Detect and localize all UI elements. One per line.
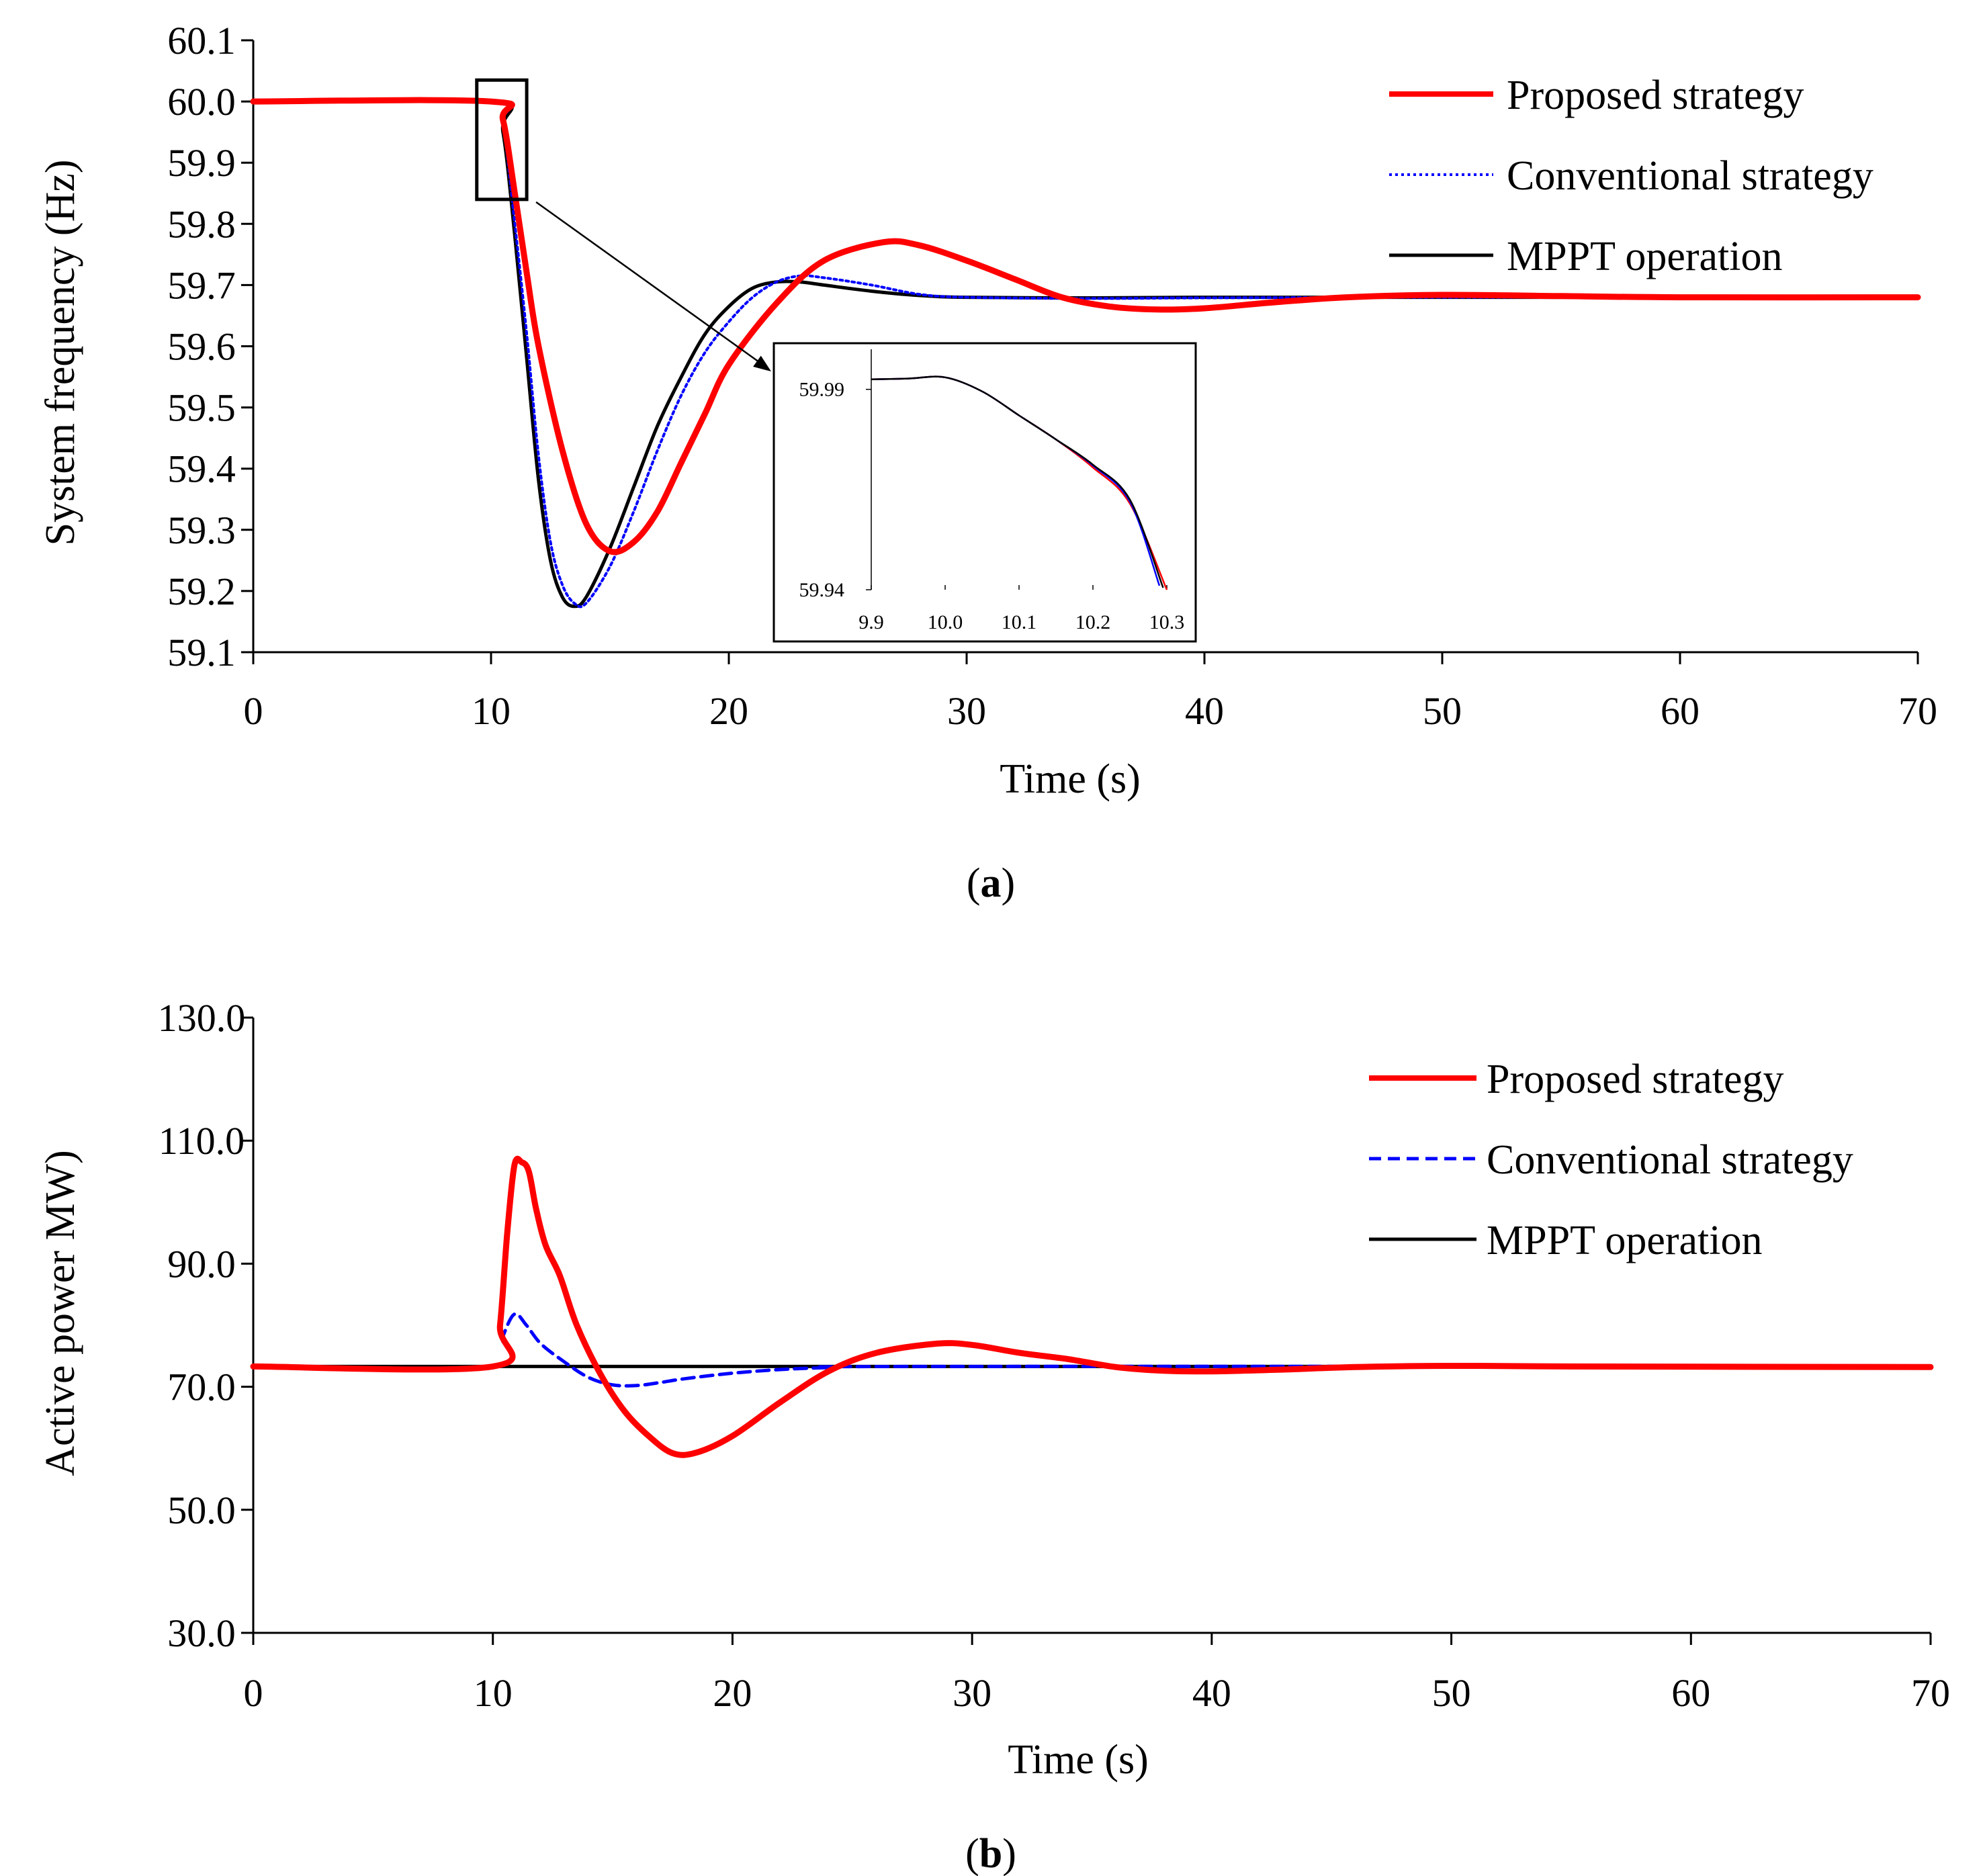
chart-b: 30.0 50.0 70.0 90.0 110.0 130.0 0 10 20 30 40 50 60… bbox=[38, 996, 1950, 1876]
y-tick-label: 59.1 bbox=[167, 631, 236, 674]
chart-a-xlabel: Time (s) bbox=[1000, 756, 1141, 802]
y-tick-label: 59.9 bbox=[167, 141, 236, 185]
chart-a-zoom-connector bbox=[535, 201, 760, 363]
inset-x-tick-label: 10.0 bbox=[928, 611, 963, 633]
x-tick-label: 10 bbox=[474, 1671, 513, 1715]
y-tick-label: 90.0 bbox=[167, 1242, 236, 1286]
y-tick-label: 59.3 bbox=[167, 508, 236, 552]
y-tick-label: 60.1 bbox=[167, 19, 236, 62]
chart-a-ylabel: System frequency (Hz) bbox=[38, 159, 83, 545]
series-line-conventional-strategy bbox=[252, 98, 1919, 609]
chart-a-yticks: 59.1 59.2 59.3 59.4 59.5 59.6 59.7 59.8 59.9 60.0… bbox=[167, 19, 253, 674]
chart-b-legend: Proposed strategy Conventional strategy … bbox=[1369, 1057, 1853, 1263]
x-tick-label: 40 bbox=[1192, 1671, 1231, 1715]
series-line-conventional-strategy bbox=[251, 1312, 1933, 1388]
legend-a-conventional-label: Conventional strategy bbox=[1507, 153, 1873, 199]
inset-x-tick-label: 9.9 bbox=[858, 611, 884, 633]
series-line-proposed-strategy bbox=[250, 97, 1921, 555]
y-tick-label: 59.4 bbox=[167, 447, 236, 491]
chart-b-series bbox=[250, 1155, 1934, 1458]
y-tick-label: 50.0 bbox=[167, 1488, 236, 1532]
chart-a-series bbox=[250, 97, 1921, 609]
y-tick-label: 59.6 bbox=[167, 325, 236, 369]
y-tick-label: 70.0 bbox=[167, 1366, 236, 1409]
x-tick-label: 0 bbox=[244, 689, 263, 733]
y-tick-label: 59.5 bbox=[167, 386, 236, 430]
chart-a-zoom-arrowhead bbox=[753, 355, 771, 371]
x-tick-label: 70 bbox=[1911, 1671, 1950, 1715]
inset-series bbox=[871, 375, 1168, 590]
legend-b-proposed-label: Proposed strategy bbox=[1487, 1057, 1784, 1102]
inset-x-tick-label: 10.1 bbox=[1002, 611, 1037, 633]
inset-x-tick-label: 10.3 bbox=[1149, 611, 1185, 633]
chart-a-legend: Proposed strategy Conventional strategy … bbox=[1389, 73, 1873, 279]
legend-b-mppt-label: MPPT operation bbox=[1487, 1218, 1762, 1263]
x-tick-label: 20 bbox=[709, 689, 748, 733]
inset-series-line-mppt-operation bbox=[871, 375, 1164, 588]
inset-y-tick-label: 59.99 bbox=[799, 379, 845, 401]
chart-b-yticks: 30.0 50.0 70.0 90.0 110.0 130.0 bbox=[158, 996, 253, 1655]
caption-a-label: a bbox=[981, 860, 1002, 906]
y-tick-label: 59.8 bbox=[167, 202, 236, 246]
series-line-proposed-strategy bbox=[250, 1155, 1934, 1458]
inset-xticks: 9.9 10.0 10.1 10.2 10.3 bbox=[858, 585, 1184, 633]
y-tick-label: 59.2 bbox=[167, 570, 236, 613]
caption-b: (b) bbox=[965, 1831, 1016, 1876]
x-tick-label: 50 bbox=[1432, 1671, 1471, 1715]
legend-a-proposed-label: Proposed strategy bbox=[1507, 73, 1804, 118]
caption-a: (a) bbox=[967, 860, 1015, 906]
x-tick-label: 20 bbox=[713, 1671, 752, 1715]
x-tick-label: 50 bbox=[1423, 689, 1462, 733]
x-tick-label: 30 bbox=[947, 689, 986, 733]
x-tick-label: 30 bbox=[953, 1671, 991, 1715]
legend-b-conventional-label: Conventional strategy bbox=[1487, 1137, 1853, 1183]
inset-yticks: 59.99 59.94 bbox=[799, 379, 871, 601]
y-tick-label: 130.0 bbox=[158, 996, 246, 1040]
y-tick-label: 30.0 bbox=[167, 1611, 236, 1655]
chart-a: 59.1 59.2 59.3 59.4 59.5 59.6 59.7 59.8 59.9 60.0… bbox=[38, 19, 1937, 906]
y-tick-label: 60.0 bbox=[167, 80, 236, 124]
chart-a-inset: 59.99 59.94 9.9 10.0 10.1 10.2 10.3 bbox=[773, 342, 1197, 643]
x-tick-label: 60 bbox=[1671, 1671, 1710, 1715]
legend-a-mppt-label: MPPT operation bbox=[1507, 234, 1782, 279]
chart-a-zoom-box bbox=[475, 78, 529, 202]
inset-y-tick-label: 59.94 bbox=[799, 579, 845, 601]
x-tick-label: 10 bbox=[472, 689, 511, 733]
chart-b-xlabel: Time (s) bbox=[1008, 1737, 1149, 1783]
chart-b-xticks: 0 10 20 30 40 50 60 70 bbox=[244, 1633, 1950, 1715]
chart-a-xticks: 0 10 20 30 40 50 60 70 bbox=[244, 652, 1937, 733]
x-tick-label: 40 bbox=[1185, 689, 1224, 733]
chart-b-ylabel: Active power MW) bbox=[38, 1150, 83, 1476]
caption-b-label: b bbox=[979, 1831, 1002, 1876]
y-tick-label: 59.7 bbox=[167, 263, 236, 307]
x-tick-label: 0 bbox=[244, 1671, 263, 1715]
y-tick-label: 110.0 bbox=[159, 1119, 245, 1163]
x-tick-label: 70 bbox=[1898, 689, 1937, 733]
inset-x-tick-label: 10.2 bbox=[1075, 611, 1111, 633]
x-tick-label: 60 bbox=[1661, 689, 1700, 733]
chart-b-gridaxes bbox=[252, 1018, 1931, 1634]
